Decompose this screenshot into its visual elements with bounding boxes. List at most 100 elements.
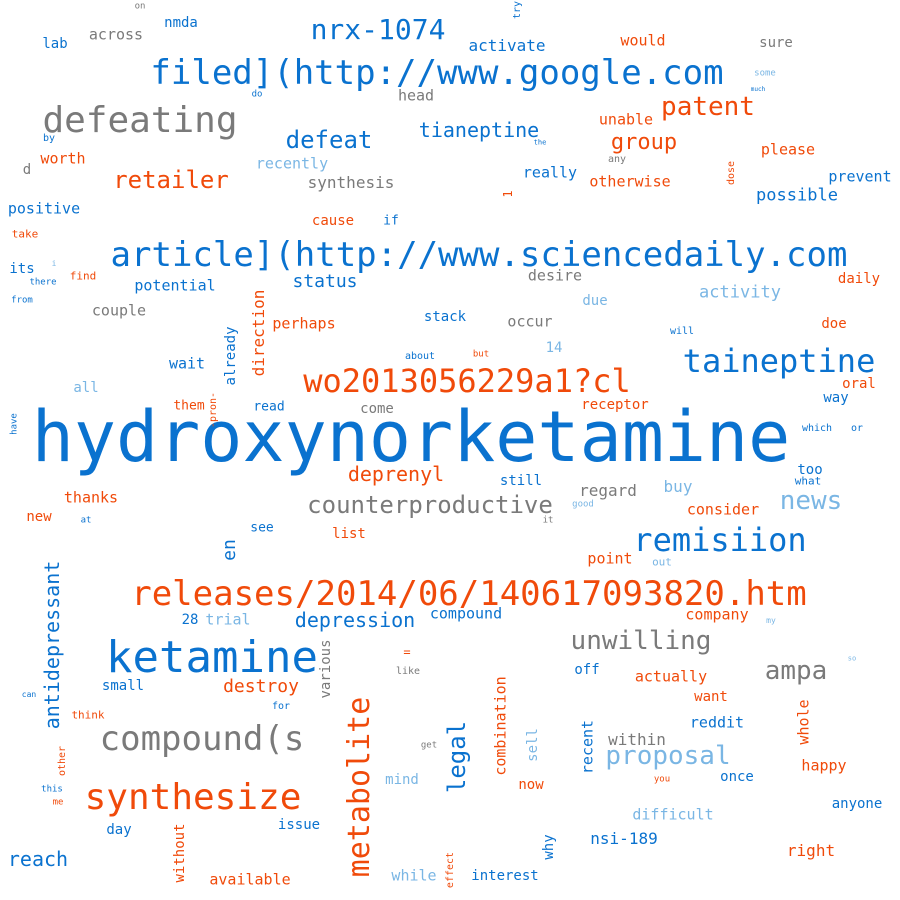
cloud-word: releases/2014/06/140617093820.htm (131, 574, 807, 614)
cloud-word: combination (491, 676, 510, 776)
cloud-word: them (173, 398, 205, 414)
cloud-word: there (29, 277, 57, 288)
cloud-word: the (533, 138, 547, 147)
cloud-word: unable (598, 110, 654, 129)
cloud-word: consider (686, 500, 760, 519)
cloud-word: prevent (828, 167, 892, 186)
cloud-word: like (395, 666, 421, 677)
cloud-word: happy (801, 756, 847, 775)
cloud-word: across (88, 25, 144, 44)
cloud-word: news (779, 486, 843, 516)
cloud-word: from (11, 295, 33, 306)
cloud-word: counterproductive (307, 491, 553, 519)
cloud-word: i (51, 259, 57, 268)
cloud-word: on (134, 1, 146, 12)
cloud-word: nrx-1074 (310, 13, 446, 46)
cloud-word: ketamine (106, 632, 318, 683)
cloud-word: occur (507, 312, 553, 331)
cloud-word: would (620, 31, 666, 50)
cloud-word: stack (423, 309, 467, 325)
cloud-word: d (22, 162, 32, 178)
cloud-word: buy (663, 477, 693, 496)
cloud-word: difficult (632, 805, 714, 824)
cloud-word: what (794, 474, 822, 488)
cloud-word: filed](http://www.google.com (150, 53, 724, 93)
cloud-word: head (397, 86, 435, 105)
cloud-word: daily (837, 271, 881, 287)
cloud-word: wait (168, 354, 206, 373)
cloud-word: legal (443, 720, 471, 794)
cloud-word: antidepressant (40, 560, 64, 730)
cloud-word: but (472, 349, 490, 360)
cloud-word: recent (578, 719, 597, 775)
cloud-word: nmda (164, 15, 198, 31)
cloud-word: way (823, 390, 849, 406)
cloud-word: have (9, 413, 20, 435)
cloud-word: try (512, 0, 523, 20)
cloud-word: desire (527, 266, 583, 285)
cloud-word: my (766, 616, 776, 625)
cloud-word: reddit (689, 713, 745, 732)
cloud-word: do (251, 89, 263, 100)
cloud-word: or (850, 423, 864, 434)
cloud-word: off (574, 662, 600, 678)
cloud-word: various (318, 639, 334, 699)
cloud-word: company (685, 605, 749, 624)
cloud-word: mind (385, 772, 419, 788)
cloud-word: activate (468, 36, 546, 55)
cloud-word: 28 (181, 612, 199, 628)
cloud-word: cause (311, 213, 355, 229)
cloud-word: all (73, 380, 99, 396)
cloud-word: out (652, 555, 672, 569)
cloud-word: see (250, 520, 274, 536)
cloud-word: its (9, 261, 35, 277)
cloud-word: small (101, 678, 145, 694)
cloud-word: defeat (285, 126, 373, 154)
cloud-word: dose (726, 160, 737, 186)
cloud-word: activity (699, 282, 781, 303)
cloud-word: metabolite (342, 696, 377, 878)
cloud-word: receptor (581, 397, 649, 413)
cloud-word: recently (255, 154, 329, 173)
cloud-word: sure (759, 35, 793, 51)
cloud-word: sell (525, 728, 541, 762)
cloud-word: within (608, 730, 666, 749)
cloud-word: potential (134, 276, 216, 295)
cloud-word: which (801, 423, 833, 434)
cloud-word: proposal (605, 741, 731, 771)
cloud-word: retailer (113, 166, 229, 194)
cloud-word: article](http://www.sciencedaily.com (110, 235, 848, 275)
cloud-word: whole (794, 699, 813, 745)
cloud-word: if (383, 213, 399, 229)
cloud-word: worth (40, 149, 86, 168)
cloud-word: deprenyl (347, 462, 445, 486)
cloud-word: synthesize (84, 777, 302, 818)
cloud-word: can (21, 690, 37, 699)
cloud-word: issue (277, 817, 321, 833)
cloud-word: point (587, 549, 633, 568)
cloud-word: regard (579, 481, 637, 500)
cloud-word: wo2013056229a1?cl (303, 362, 631, 400)
cloud-word: status (292, 271, 358, 292)
cloud-word: now (518, 777, 544, 793)
cloud-word: depression (294, 608, 416, 632)
cloud-word: without (172, 823, 188, 883)
cloud-word: take (11, 227, 39, 241)
cloud-word: otherwise (589, 172, 671, 191)
cloud-word: trial (205, 610, 251, 629)
cloud-word: couple (91, 301, 147, 320)
cloud-word: positive (7, 199, 81, 218)
cloud-word: new (26, 509, 52, 525)
cloud-word: destroy (223, 676, 299, 697)
cloud-word: still (499, 473, 543, 489)
cloud-word: perhaps (272, 314, 336, 333)
cloud-word: thanks (63, 488, 119, 507)
cloud-word: ampa (764, 656, 828, 686)
cloud-word: nsi-189 (590, 829, 658, 848)
cloud-word: actually (634, 667, 708, 686)
cloud-word: due (582, 293, 608, 309)
cloud-word: possible (756, 185, 838, 206)
cloud-word: lab (42, 36, 68, 52)
cloud-word: effect (445, 851, 456, 889)
